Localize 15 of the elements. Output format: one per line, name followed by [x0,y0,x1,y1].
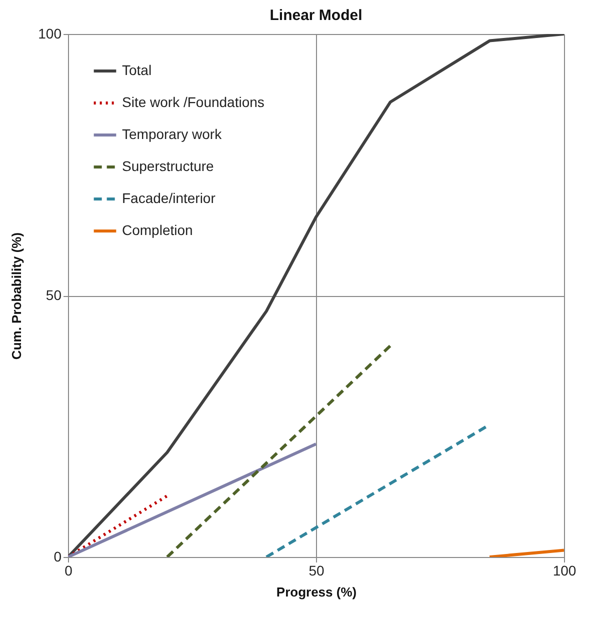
x-tick-label: 0 [64,562,73,578]
legend-label: Superstructure [122,158,214,174]
legend-label: Facade/interior [122,190,216,206]
chart-title: Linear Model [270,7,362,24]
y-tick-label: 50 [46,287,62,303]
x-tick-label: 100 [552,562,576,578]
y-tick-label: 100 [38,26,62,42]
y-axis-title: Cum. Probability (%) [9,232,24,360]
y-tick-label: 0 [54,548,62,564]
legend-label: Total [122,62,152,78]
x-axis-title: Progress (%) [276,584,357,600]
legend-label: Completion [122,222,193,238]
x-tick-label: 50 [308,562,324,578]
legend-label: Site work /Foundations [122,94,264,110]
legend-label: Temporary work [122,126,223,142]
